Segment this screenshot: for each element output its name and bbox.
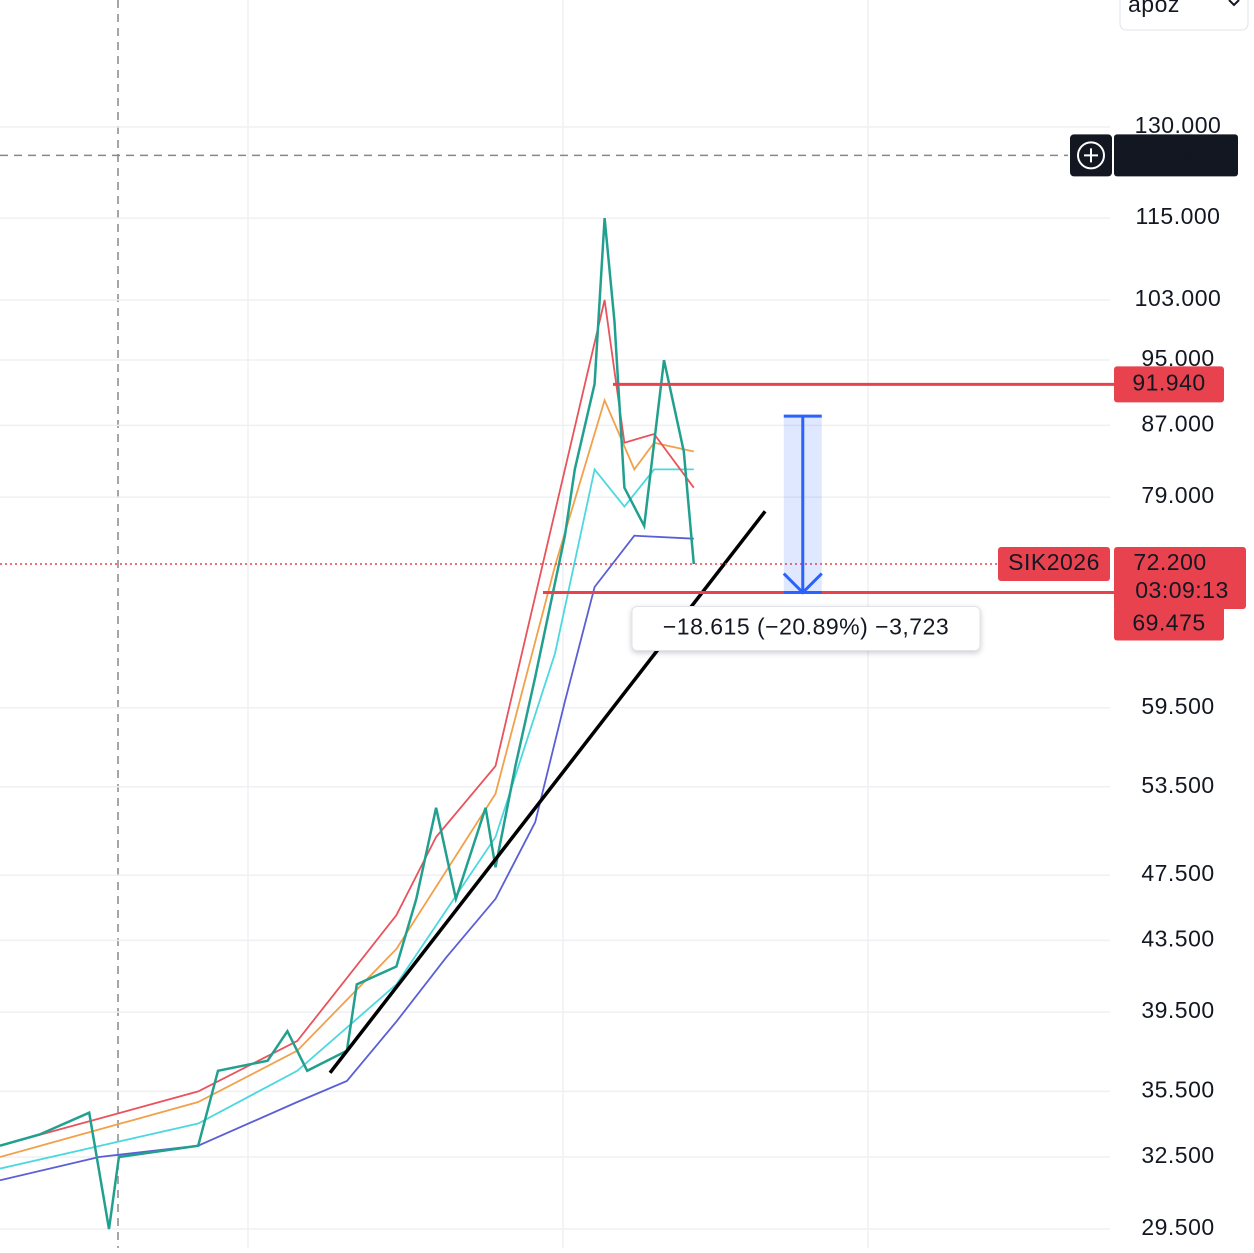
price-line [0, 397, 694, 1158]
crosshair-plus [1077, 141, 1105, 170]
y-tick-label: 130.000 [1135, 112, 1222, 138]
level-label: 91.940 [1132, 369, 1205, 395]
current-label-bg [1114, 546, 1246, 609]
y-tick-label: 43.500 [1141, 926, 1214, 952]
price-line [0, 467, 694, 1170]
current-name-bg [998, 546, 1110, 581]
price-line [0, 534, 694, 1182]
current-label: 72.200 [1133, 549, 1206, 575]
y-tick-label: 115.000 [1136, 203, 1221, 229]
y-tick-label: 29.500 [1141, 1214, 1214, 1240]
y-tick-label: 32.500 [1141, 1142, 1214, 1168]
crosshair-label-bg [1114, 134, 1238, 177]
level-label-bg [1114, 366, 1224, 403]
measure-arrowhead [782, 572, 823, 595]
current-name: SIK2026 [1008, 549, 1100, 575]
dropdown-label[interactable]: apoz [1128, 0, 1180, 17]
dropdown[interactable] [1119, 0, 1249, 31]
y-tick-label: 47.500 [1141, 860, 1214, 886]
price-line [0, 217, 696, 1230]
y-tick-label: 39.500 [1141, 997, 1214, 1023]
level-label: 69.475 [1132, 610, 1205, 636]
y-tick-label: 79.000 [1141, 482, 1214, 508]
y-tick-label: 53.500 [1141, 772, 1214, 798]
measure-label: −18.615 (−20.89%) −3,723 [663, 614, 949, 640]
countdown: 03:09:13 [1135, 577, 1229, 603]
crosshair-label: 125.130 [1135, 140, 1222, 166]
y-tick-label: 35.500 [1141, 1077, 1214, 1103]
y-tick-label: 87.000 [1141, 410, 1214, 436]
measure-box [631, 606, 981, 652]
dropdown-caret [1228, 0, 1240, 7]
price-line [0, 299, 695, 1147]
level-label-bg [1114, 606, 1224, 641]
trend-line [328, 510, 767, 1074]
plot [0, 126, 1110, 1230]
y-tick-label: 103.000 [1135, 285, 1222, 311]
crosshair-plus-sign [1084, 148, 1098, 163]
y-tick-label: 59.500 [1141, 693, 1214, 719]
